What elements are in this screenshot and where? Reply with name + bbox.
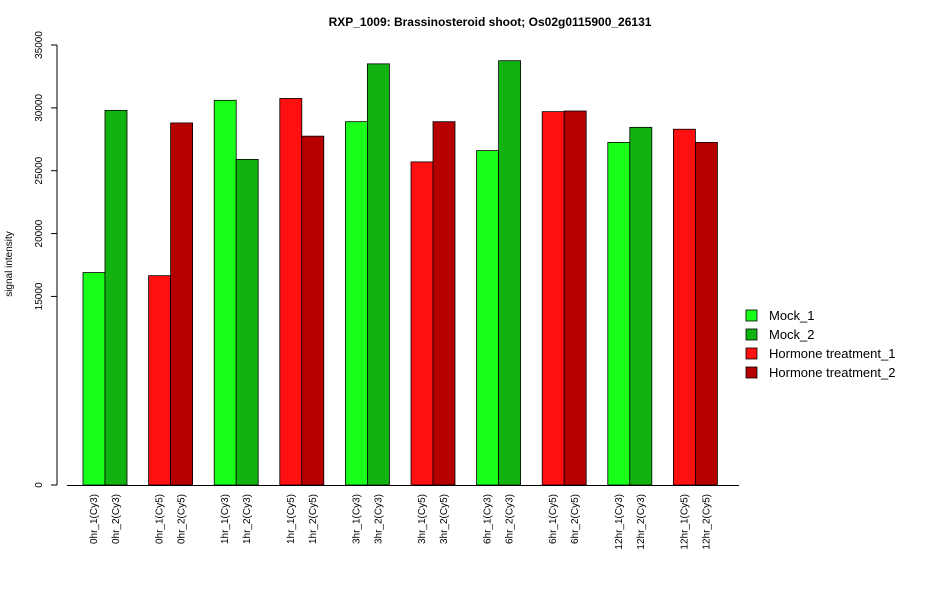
- x-tick-label: 12hr_1(Cy3): [614, 494, 625, 550]
- bar: [235, 158, 259, 486]
- bar: [476, 150, 500, 486]
- x-tick-label: 3hr_2(Cy5): [439, 494, 450, 544]
- bar: [629, 126, 653, 486]
- x-tick-label: 3hr_1(Cy3): [351, 494, 362, 544]
- legend-swatch: [745, 309, 758, 322]
- x-tick-label: 12hr_2(Cy5): [701, 494, 712, 550]
- bar: [170, 122, 194, 486]
- y-tick-label: 0: [34, 482, 45, 488]
- y-tick-label: 35000: [34, 31, 45, 59]
- x-tick-label: 0hr_2(Cy5): [177, 494, 188, 544]
- legend-swatch: [745, 328, 758, 341]
- bar: [104, 109, 128, 486]
- legend-swatch: [745, 366, 758, 379]
- y-tick-label: 15000: [34, 282, 45, 310]
- bar: [82, 272, 106, 486]
- x-tick-label: 3hr_2(Cy3): [373, 494, 384, 544]
- bar: [279, 98, 303, 486]
- x-tick-label: 0hr_2(Cy3): [111, 494, 122, 544]
- x-tick-label: 3hr_1(Cy5): [417, 494, 428, 544]
- chart-title: RXP_1009: Brassinosteroid shoot; Os02g01…: [329, 15, 652, 29]
- x-tick-label: 6hr_2(Cy3): [505, 494, 516, 544]
- bar: [563, 110, 587, 486]
- bar: [695, 142, 718, 486]
- x-tick-label: 12hr_1(Cy5): [679, 494, 690, 550]
- bar: [148, 275, 172, 486]
- y-axis-label: signal intensity: [4, 231, 15, 297]
- bar: [213, 99, 237, 486]
- legend-label: Hormone treatment_2: [769, 365, 895, 380]
- bar: [541, 111, 565, 486]
- legend-label: Mock_1: [769, 308, 815, 323]
- bar: [498, 60, 522, 486]
- bar: [607, 142, 631, 486]
- x-tick-label: 0hr_1(Cy5): [155, 494, 166, 544]
- x-tick-label: 0hr_1(Cy3): [89, 494, 100, 544]
- bar: [673, 128, 696, 486]
- x-tick-label: 6hr_2(Cy5): [570, 494, 581, 544]
- x-tick-label: 6hr_1(Cy5): [548, 494, 559, 544]
- x-tick-label: 1hr_2(Cy3): [242, 494, 253, 544]
- legend: Mock_1 Mock_2 Hormone treatment_1 Hormone t…: [745, 308, 895, 380]
- y-tick-label: 20000: [34, 219, 45, 247]
- bar: [301, 135, 325, 486]
- x-tick-label: 1hr_2(Cy5): [308, 494, 319, 544]
- x-tick-label: 1hr_1(Cy3): [220, 494, 231, 544]
- bar: [432, 121, 456, 486]
- legend-label: Hormone treatment_1: [769, 346, 895, 361]
- bar: [366, 63, 390, 486]
- bar: [410, 161, 434, 486]
- legend-label: Mock_2: [769, 327, 815, 342]
- bar: [344, 121, 368, 486]
- x-tick-label: 6hr_1(Cy3): [483, 494, 494, 544]
- x-tick-label: 12hr_2(Cy3): [636, 494, 647, 550]
- x-tick-labels: 0hr_1(Cy3) 0hr_2(Cy3) 0hr_1(Cy5) 0hr_2(Cy5)…: [89, 494, 712, 550]
- y-tick-label: 30000: [34, 94, 45, 122]
- bars: [82, 60, 718, 486]
- legend-swatch: [745, 347, 758, 360]
- x-tick-label: 1hr_1(Cy5): [286, 494, 297, 544]
- y-ticks: 0 15000 20000 25000 30000 35000: [34, 31, 57, 488]
- y-tick-label: 25000: [34, 156, 45, 184]
